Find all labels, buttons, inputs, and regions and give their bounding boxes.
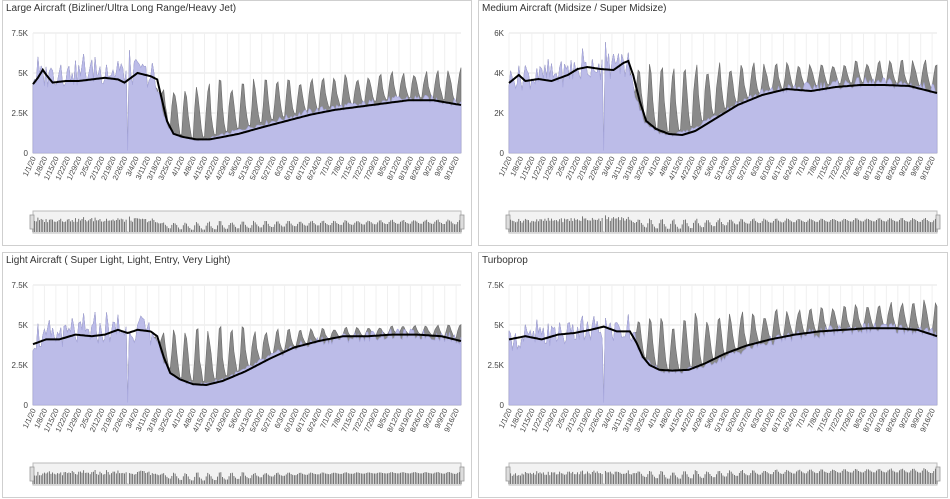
chart-panel-turboprop: Turboprop 0 2.5K 5K 7.5K 1/1/20 1/8/20 1/15/20… bbox=[478, 252, 948, 498]
series-line-trend bbox=[32, 328, 462, 387]
chart-title: Large Aircraft (Bizliner/Ultra Long Rang… bbox=[6, 3, 237, 14]
y-tick-label: 0 bbox=[500, 401, 505, 410]
y-tick-label: 2K bbox=[494, 109, 504, 118]
navigator-handle-left[interactable] bbox=[29, 214, 35, 230]
y-tick-label: 0 bbox=[24, 149, 29, 158]
navigator-handle-left[interactable] bbox=[505, 466, 511, 482]
y-tick-label: 2.5K bbox=[488, 361, 505, 370]
y-tick-label: 7.5K bbox=[488, 281, 505, 290]
navigator-handle-left[interactable] bbox=[505, 214, 511, 230]
chart-svg: 02.5K5K7.5K1/1/201/8/201/15/201/22/201/2… bbox=[12, 281, 465, 486]
range-navigator[interactable] bbox=[29, 462, 465, 486]
y-tick-label: 7.5K bbox=[12, 29, 29, 38]
navigator-handle-right[interactable] bbox=[935, 466, 941, 482]
y-tick-label: 0 bbox=[24, 401, 29, 410]
chart-panel-medium-aircraft: Medium Aircraft (Midsize / Super Midsize… bbox=[478, 0, 948, 246]
range-navigator[interactable] bbox=[505, 210, 941, 234]
y-tick-label: 5K bbox=[494, 321, 504, 330]
y-tick-label: 6K bbox=[494, 29, 504, 38]
chart-svg: 02.5K5K7.5K1/1/201/8/201/15/201/22/201/2… bbox=[12, 29, 465, 234]
y-tick-label: 0 bbox=[500, 149, 505, 158]
chart-svg: 02.5K5K7.5K1/1/201/8/201/15/201/22/201/2… bbox=[488, 281, 941, 486]
navigator-handle-left[interactable] bbox=[29, 466, 35, 482]
chart-svg: 02K4K6K1/1/201/8/201/15/201/22/201/29/20… bbox=[494, 29, 941, 234]
y-tick-label: 4K bbox=[494, 69, 504, 78]
y-tick-label: 7.5K bbox=[12, 281, 29, 290]
chart-panel-light-aircraft: Light Aircraft ( Super Light, Light, Ent… bbox=[2, 252, 472, 498]
series-area-current bbox=[32, 311, 462, 406]
navigator-handle-right[interactable] bbox=[935, 214, 941, 230]
y-tick-label: 5K bbox=[18, 321, 28, 330]
series-area-current bbox=[32, 50, 462, 154]
series-line-trend bbox=[32, 67, 462, 141]
chart-title: Medium Aircraft (Midsize / Super Midsize… bbox=[482, 3, 667, 14]
series-area-current bbox=[508, 314, 938, 406]
navigator-handle-right[interactable] bbox=[459, 214, 465, 230]
chart-title: Turboprop bbox=[482, 255, 528, 266]
series-line-trend bbox=[508, 325, 938, 372]
chart-title: Light Aircraft ( Super Light, Light, Ent… bbox=[6, 255, 231, 266]
y-tick-label: 2.5K bbox=[12, 109, 29, 118]
y-tick-label: 2.5K bbox=[12, 361, 29, 370]
chart-panel-large-aircraft: Large Aircraft (Bizliner/Ultra Long Rang… bbox=[2, 0, 472, 246]
range-navigator[interactable] bbox=[29, 210, 465, 234]
y-tick-label: 5K bbox=[18, 69, 28, 78]
series-line-trend bbox=[508, 59, 938, 137]
navigator-handle-right[interactable] bbox=[459, 466, 465, 482]
range-navigator[interactable] bbox=[505, 462, 941, 486]
